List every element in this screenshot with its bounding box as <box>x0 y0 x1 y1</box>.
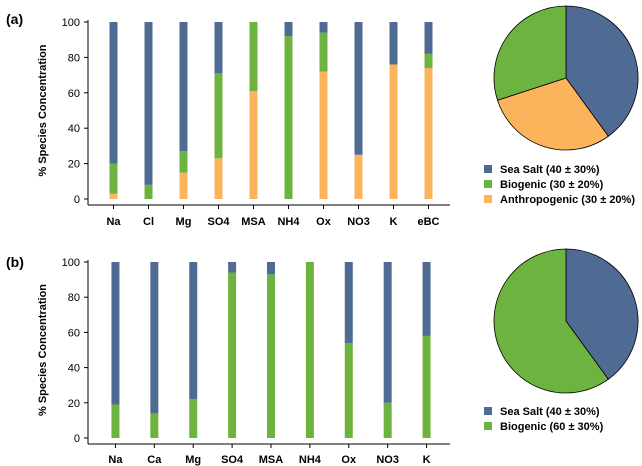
bar-biogenic-msa <box>249 22 258 92</box>
bar-biogenic-k <box>422 335 431 438</box>
panel-b: (b) % Species Concentration 0 20 40 60 80 100 Na… <box>6 248 639 466</box>
pie-chart <box>493 5 639 151</box>
x-tick-label-k: K <box>423 454 431 466</box>
bar-sea_salt-so4 <box>228 262 237 273</box>
bar-biogenic-na <box>109 163 118 194</box>
bar-biogenic-mg <box>189 399 198 438</box>
y-tick-label: 100 <box>62 17 80 29</box>
bar-sea_salt-ebc <box>424 22 433 54</box>
y-tick-label: 60 <box>68 327 80 339</box>
bar-sea_salt-so4 <box>214 22 223 74</box>
bar-sea_salt-na <box>111 262 120 405</box>
x-tick-label-ox: Ox <box>316 216 332 228</box>
bar-biogenic-ebc <box>424 53 433 69</box>
y-tick-label: 20 <box>68 398 80 410</box>
bar-anthropogenic-na <box>109 193 118 199</box>
x-tick-label-msa: MSA <box>241 216 266 228</box>
x-tick-label-k: K <box>390 216 398 228</box>
bar-sea_salt-k <box>422 262 431 336</box>
legend-swatch-biogenic <box>484 180 492 188</box>
bar-sea_salt-na <box>109 22 118 164</box>
y-axis-label: % Species Concentration <box>37 284 49 416</box>
bar-sea_salt-ca <box>150 262 159 414</box>
x-tick-label-na: Na <box>106 216 121 228</box>
bar-biogenic-so4 <box>228 272 237 438</box>
bar-sea_salt-k <box>389 22 398 65</box>
legend-label-biogenic: Biogenic (60 ± 30%) <box>500 421 604 433</box>
bar-sea_salt-no3 <box>354 22 363 155</box>
bar-sea_salt-cl <box>144 22 153 185</box>
bar-biogenic-ox <box>319 32 328 72</box>
bar-biogenic-nh4 <box>284 36 293 199</box>
bar-anthropogenic-mg <box>179 172 188 199</box>
bar-biogenic-na <box>111 404 120 438</box>
y-tick-label: 40 <box>68 363 80 375</box>
legend-label-sea_salt: Sea Salt (40 ± 30%) <box>500 406 600 418</box>
legend-swatch-biogenic <box>484 422 492 430</box>
x-tick-label-no3: NO3 <box>376 454 399 466</box>
bar-anthropogenic-msa <box>249 91 258 199</box>
x-tick-label-mg: Mg <box>185 454 201 466</box>
legend-swatch-sea_salt <box>484 165 492 173</box>
bar-anthropogenic-ox <box>319 71 328 199</box>
bar-biogenic-ox <box>344 342 353 438</box>
bar-anthropogenic-no3 <box>354 154 363 199</box>
pie-slice-sea_salt <box>565 5 639 137</box>
x-tick-label-cl: Cl <box>143 216 154 228</box>
x-tick-label-ox: Ox <box>341 454 357 466</box>
bar-sea_salt-no3 <box>383 262 392 403</box>
bar-biogenic-nh4 <box>305 262 314 438</box>
bar-biogenic-cl <box>144 184 153 199</box>
bar-anthropogenic-ebc <box>424 68 433 200</box>
pie-slice-anthropogenic <box>497 77 609 151</box>
legend-swatch-anthropogenic <box>484 195 492 203</box>
y-tick-label: 20 <box>68 159 80 171</box>
y-tick-label: 0 <box>74 433 80 445</box>
x-tick-label-nh4: NH4 <box>299 454 322 466</box>
legend-swatch-sea_salt <box>484 407 492 415</box>
bar-anthropogenic-so4 <box>214 158 223 199</box>
y-tick-label: 60 <box>68 88 80 100</box>
bar-sea_salt-mg <box>189 262 198 400</box>
pie-slice-sea_salt <box>565 248 639 380</box>
pie-slice-biogenic <box>493 5 567 101</box>
legend-label-anthropogenic: Anthropogenic (30 ± 20%) <box>500 194 635 206</box>
bar-biogenic-msa <box>267 274 275 438</box>
bar-biogenic-no3 <box>383 402 392 438</box>
bar-sea_salt-ox <box>344 262 353 343</box>
panel-a: (a) % Species Concentration 0 20 40 60 80 100 Na… <box>6 5 639 228</box>
pie-chart <box>493 248 639 394</box>
bar-biogenic-so4 <box>214 73 223 159</box>
legend-label-biogenic: Biogenic (30 ± 20%) <box>500 179 604 191</box>
pie-slice-biogenic <box>493 248 609 394</box>
panel-label: (b) <box>6 254 24 270</box>
bar-sea_salt-nh4 <box>284 22 293 37</box>
bar-sea_salt-ox <box>319 22 328 33</box>
bar-anthropogenic-k <box>389 64 398 199</box>
x-tick-label-msa: MSA <box>259 454 284 466</box>
y-tick-label: 80 <box>68 52 80 64</box>
bar-biogenic-mg <box>179 151 188 173</box>
x-tick-label-so4: SO4 <box>207 216 230 228</box>
bar-biogenic-ca <box>150 413 159 438</box>
x-tick-label-so4: SO4 <box>221 454 244 466</box>
y-tick-label: 100 <box>62 257 80 269</box>
legend-label-sea_salt: Sea Salt (40 ± 30%) <box>500 164 600 176</box>
y-tick-label: 40 <box>68 123 80 135</box>
x-tick-label-nh4: NH4 <box>277 216 300 228</box>
panel-label: (a) <box>6 11 23 27</box>
x-tick-label-no3: NO3 <box>347 216 370 228</box>
x-tick-label-ca: Ca <box>147 454 162 466</box>
bar-sea_salt-msa <box>267 262 275 275</box>
x-tick-label-mg: Mg <box>176 216 192 228</box>
x-tick-label-na: Na <box>108 454 123 466</box>
y-tick-label: 0 <box>74 194 80 206</box>
x-tick-label-ebc: eBC <box>417 216 439 228</box>
y-tick-label: 80 <box>68 292 80 304</box>
bar-sea_salt-mg <box>179 22 188 152</box>
y-axis-label: % Species Concentration <box>37 44 49 176</box>
